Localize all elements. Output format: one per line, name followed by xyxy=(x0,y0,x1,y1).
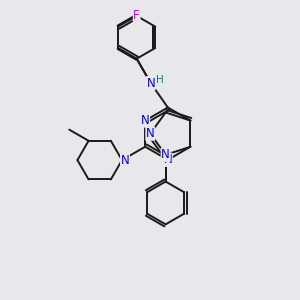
Text: N: N xyxy=(146,127,154,140)
Text: F: F xyxy=(134,9,140,22)
Text: N: N xyxy=(141,114,150,127)
Text: N: N xyxy=(146,77,155,90)
Text: N: N xyxy=(161,148,170,161)
Text: N: N xyxy=(164,153,172,166)
Text: N: N xyxy=(121,154,129,166)
Text: H: H xyxy=(156,75,164,85)
